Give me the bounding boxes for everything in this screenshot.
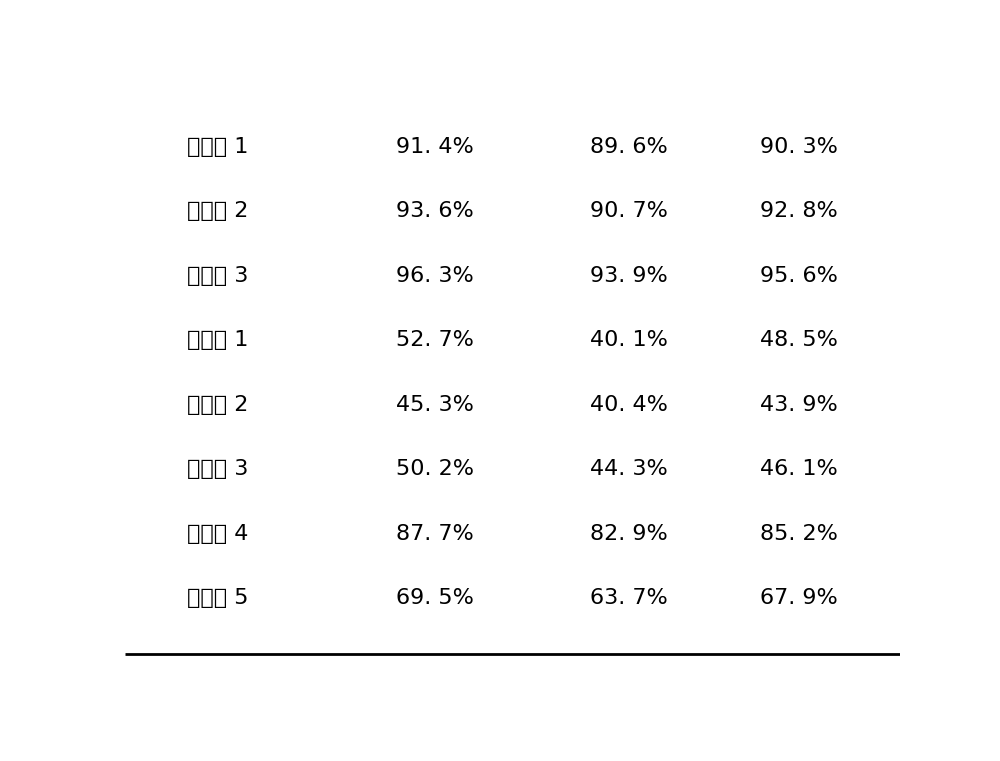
- Text: 对比例 3: 对比例 3: [187, 460, 248, 479]
- Text: 69. 5%: 69. 5%: [396, 588, 474, 608]
- Text: 实施例 3: 实施例 3: [187, 266, 248, 286]
- Text: 实施例 2: 实施例 2: [187, 202, 248, 221]
- Text: 52. 7%: 52. 7%: [396, 330, 474, 350]
- Text: 92. 8%: 92. 8%: [761, 202, 838, 221]
- Text: 90. 3%: 90. 3%: [761, 137, 838, 157]
- Text: 40. 1%: 40. 1%: [590, 330, 668, 350]
- Text: 43. 9%: 43. 9%: [761, 395, 838, 415]
- Text: 63. 7%: 63. 7%: [590, 588, 668, 608]
- Text: 40. 4%: 40. 4%: [590, 395, 668, 415]
- Text: 对比例 4: 对比例 4: [187, 524, 248, 543]
- Text: 87. 7%: 87. 7%: [396, 524, 474, 543]
- Text: 对比例 1: 对比例 1: [187, 330, 248, 350]
- Text: 93. 6%: 93. 6%: [396, 202, 474, 221]
- Text: 93. 9%: 93. 9%: [590, 266, 668, 286]
- Text: 44. 3%: 44. 3%: [590, 460, 668, 479]
- Text: 对比例 2: 对比例 2: [187, 395, 248, 415]
- Text: 91. 4%: 91. 4%: [396, 137, 474, 157]
- Text: 96. 3%: 96. 3%: [396, 266, 474, 286]
- Text: 46. 1%: 46. 1%: [761, 460, 838, 479]
- Text: 85. 2%: 85. 2%: [761, 524, 838, 543]
- Text: 48. 5%: 48. 5%: [761, 330, 838, 350]
- Text: 实施例 1: 实施例 1: [187, 137, 248, 157]
- Text: 89. 6%: 89. 6%: [590, 137, 668, 157]
- Text: 82. 9%: 82. 9%: [590, 524, 668, 543]
- Text: 45. 3%: 45. 3%: [396, 395, 474, 415]
- Text: 对比例 5: 对比例 5: [187, 588, 248, 608]
- Text: 90. 7%: 90. 7%: [590, 202, 668, 221]
- Text: 95. 6%: 95. 6%: [761, 266, 838, 286]
- Text: 67. 9%: 67. 9%: [761, 588, 838, 608]
- Text: 50. 2%: 50. 2%: [396, 460, 474, 479]
